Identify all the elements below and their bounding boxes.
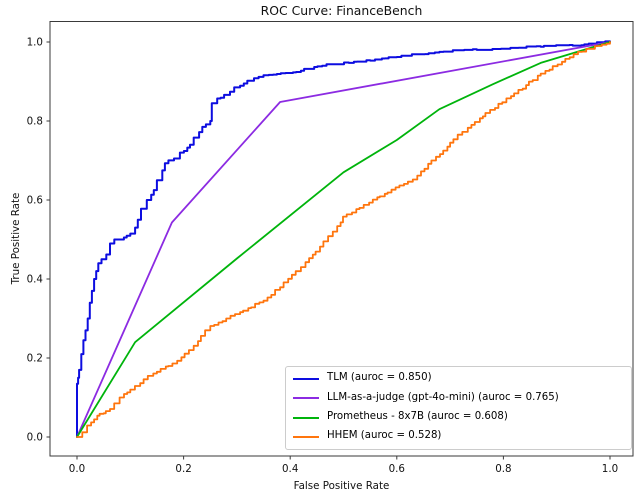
series-line-2 [76,41,611,438]
y-tick-label: 0.6 [27,195,43,207]
legend-line-swatch [293,416,319,419]
y-tick-label: 0.8 [27,116,43,128]
legend-line-swatch [293,397,319,400]
y-tick-label: 0.0 [27,432,43,444]
y-tick-label: 1.0 [27,37,43,49]
legend-entry-1: TLM (auroc = 0.850) [293,369,631,388]
legend-box: TLM (auroc = 0.850) LLM-as-a-judge (gpt-4… [285,366,632,450]
y-tick-label: 0.4 [27,274,43,286]
legend-entry-4: HHEM (auroc = 0.528) [293,427,631,446]
x-tick-label: 0.6 [389,463,405,475]
roc-curves [76,40,611,438]
legend-label: LLM-as-a-judge (gpt-4o-mini) (auroc = 0.… [327,391,559,403]
legend-label: TLM (auroc = 0.850) [327,372,432,384]
x-tick-label: 1.0 [602,463,618,475]
x-tick-label: 0.2 [175,463,191,475]
x-tick-label: 0.0 [69,463,85,475]
x-tick-label: 0.8 [495,463,511,475]
x-tick-label: 0.4 [282,463,298,475]
series-line-3 [76,41,611,438]
x-axis-label: False Positive Rate [294,480,390,492]
legend-entry-3: Prometheus - 8x7B (auroc = 0.608) [293,408,631,427]
series-line-1 [76,40,611,438]
y-tick-label: 0.2 [27,353,43,365]
axis-tick-labels: 0.0 0.0 0.2 0.2 0.4 0.4 0.6 0.6 0.8 0.8 1.0 1.0 [27,37,619,475]
chart-title: ROC Curve: FinanceBench [261,3,423,18]
axis-ticks [46,41,611,460]
plot-frame [49,21,634,457]
legend-label: HHEM (auroc = 0.528) [327,430,442,442]
legend-line-swatch [293,377,319,380]
y-axis-label: True Positive Rate [10,193,22,286]
legend-line-swatch [293,436,319,439]
legend-label: Prometheus - 8x7B (auroc = 0.608) [327,411,508,423]
legend-entry-2: LLM-as-a-judge (gpt-4o-mini) (auroc = 0.… [293,389,631,408]
series-line-4 [76,41,611,438]
